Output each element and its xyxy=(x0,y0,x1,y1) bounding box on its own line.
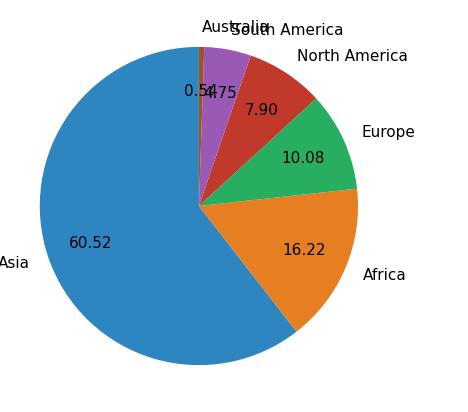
Wedge shape xyxy=(199,47,251,206)
Text: North America: North America xyxy=(297,49,408,64)
Text: 60.52: 60.52 xyxy=(69,236,112,250)
Text: Asia: Asia xyxy=(0,256,30,272)
Text: Australia: Australia xyxy=(202,20,270,35)
Text: 10.08: 10.08 xyxy=(282,151,325,166)
Wedge shape xyxy=(199,189,358,332)
Text: 4.75: 4.75 xyxy=(203,86,237,101)
Wedge shape xyxy=(199,47,204,206)
Wedge shape xyxy=(199,98,357,206)
Text: 0.54: 0.54 xyxy=(184,84,218,99)
Wedge shape xyxy=(199,56,316,206)
Text: Africa: Africa xyxy=(363,268,407,283)
Wedge shape xyxy=(40,47,297,365)
Text: South America: South America xyxy=(231,23,344,38)
Text: 7.90: 7.90 xyxy=(245,103,278,118)
Text: Europe: Europe xyxy=(361,125,415,140)
Text: 16.22: 16.22 xyxy=(283,243,326,258)
